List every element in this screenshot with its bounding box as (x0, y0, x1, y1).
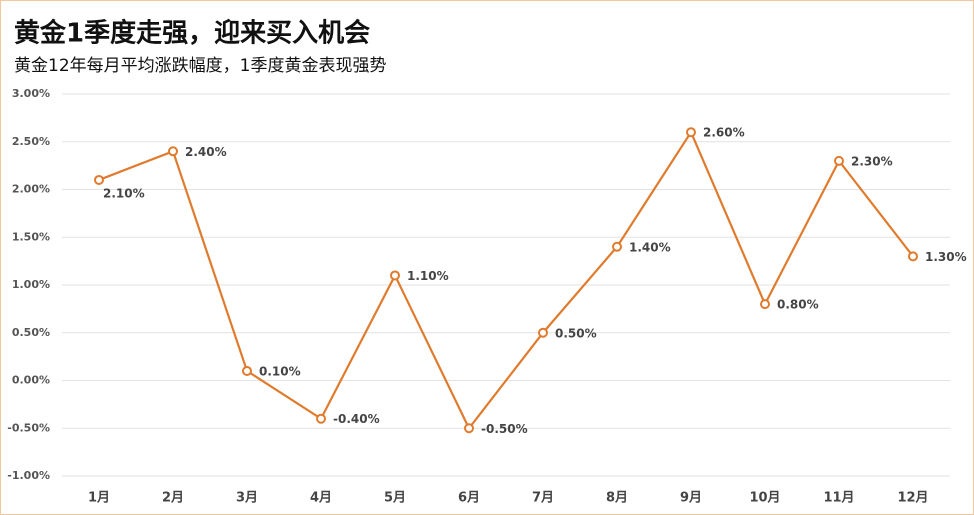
y-tick-label: 1.00% (12, 278, 50, 291)
point (316, 413, 326, 424)
x-tick-label: 7月 (532, 491, 554, 506)
y-tick-label: -0.50% (7, 421, 50, 434)
point (908, 251, 918, 262)
y-tick-label: 1.50% (12, 230, 50, 243)
x-tick-label: 10月 (749, 491, 780, 506)
x-tick-label: 6月 (458, 491, 480, 506)
value-label: -0.50% (481, 422, 528, 436)
chart-title: 黄金1季度走强，迎来买入机会 (14, 18, 370, 49)
y-tick-label: 0.50% (12, 326, 50, 339)
value-label: 2.30% (851, 154, 893, 168)
value-label: 0.10% (259, 364, 301, 378)
x-tick-label: 9月 (680, 491, 702, 506)
point (94, 174, 104, 185)
value-label: 2.10% (103, 186, 145, 200)
y-tick-label: 0.00% (12, 374, 50, 387)
x-tick-label: 11月 (823, 491, 854, 506)
x-tick-label: 3月 (236, 491, 258, 506)
point (538, 327, 548, 338)
value-label: 2.40% (185, 145, 227, 159)
y-tick-label: 2.00% (12, 183, 50, 196)
point (390, 270, 400, 281)
point (686, 127, 696, 138)
y-tick-label: -1.00% (7, 469, 50, 482)
point (760, 299, 770, 310)
y-tick-label: 2.50% (12, 135, 50, 148)
value-label: 0.50% (555, 326, 597, 340)
series-line (98, 129, 914, 431)
value-label: 2.60% (703, 126, 745, 140)
point (612, 241, 622, 252)
x-tick-label: 4月 (310, 491, 332, 506)
y-tick-label: 3.00% (12, 87, 50, 100)
x-tick-label: 12月 (897, 491, 928, 506)
value-label: 0.80% (777, 298, 819, 312)
x-tick-label: 1月 (88, 491, 110, 506)
point (834, 155, 844, 166)
value-label: 1.10% (407, 269, 449, 283)
x-tick-label: 2月 (162, 491, 184, 506)
value-label: 1.40% (629, 240, 671, 254)
point (168, 146, 178, 157)
value-label: -0.40% (333, 412, 380, 426)
point (242, 365, 252, 376)
point (464, 423, 474, 434)
chart-subtitle: 黄金12年每月平均涨跌幅度，1季度黄金表现强势 (14, 56, 386, 76)
x-tick-label: 8月 (606, 491, 628, 506)
value-label: 1.30% (925, 250, 967, 264)
x-tick-label: 5月 (384, 491, 406, 506)
